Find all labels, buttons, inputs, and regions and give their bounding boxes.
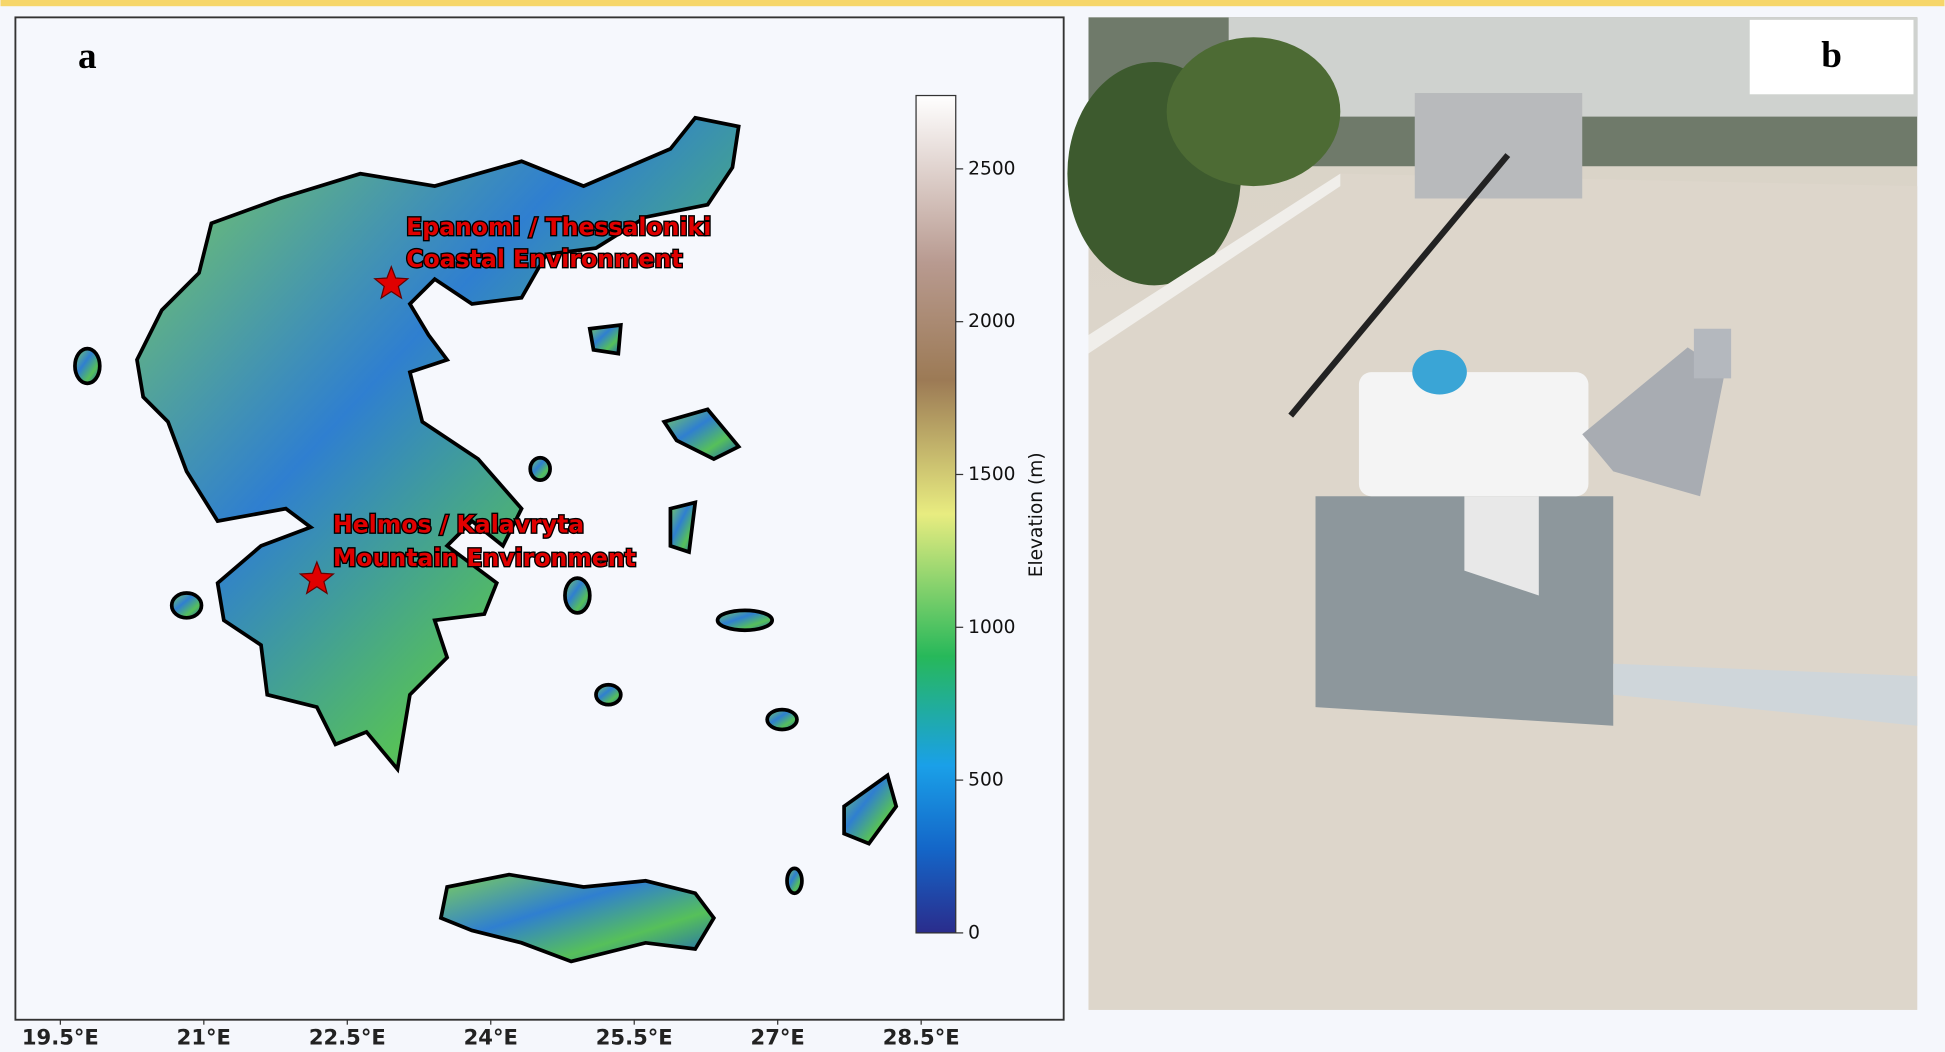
site-annotation: Mountain Environment xyxy=(333,544,636,572)
x-tick-label: 28.5°E xyxy=(883,1024,960,1049)
x-tick-label: 25.5°E xyxy=(596,1024,673,1049)
x-tick-label: 22.5°E xyxy=(309,1024,386,1049)
site-annotation: Coastal Environment xyxy=(406,245,682,273)
x-tick-label: 24°E xyxy=(464,1024,518,1049)
x-tick-label: 27°E xyxy=(751,1024,805,1049)
panel-label: b xyxy=(1821,35,1842,76)
colorbar-tick-label: 0 xyxy=(968,922,980,943)
panel-label: a xyxy=(78,36,97,77)
colorbar-tick-label: 1000 xyxy=(968,617,1015,638)
colorbar xyxy=(916,96,956,933)
site-annotation: Epanomi / Thessaloniki xyxy=(406,213,711,241)
colorbar-label: Elevation (m) xyxy=(1026,452,1047,577)
site-annotation: Helmos / Kalavryta xyxy=(333,511,584,539)
top-strip xyxy=(1,0,1945,6)
colorbar-tick-label: 500 xyxy=(968,770,1004,791)
photo xyxy=(1067,17,1917,1009)
x-tick-label: 21°E xyxy=(177,1024,231,1049)
x-tick-label: 19.5°E xyxy=(22,1024,99,1049)
page: {"panel_a":{"label":"a", "annotations":[… xyxy=(0,0,1945,1052)
figure: Epanomi / Thessaloniki Coastal Environmen… xyxy=(0,0,1945,1052)
colorbar-tick-label: 2000 xyxy=(968,311,1015,332)
colorbar-tick-label: 2500 xyxy=(968,158,1015,179)
colorbar-tick-label: 1500 xyxy=(968,464,1015,485)
